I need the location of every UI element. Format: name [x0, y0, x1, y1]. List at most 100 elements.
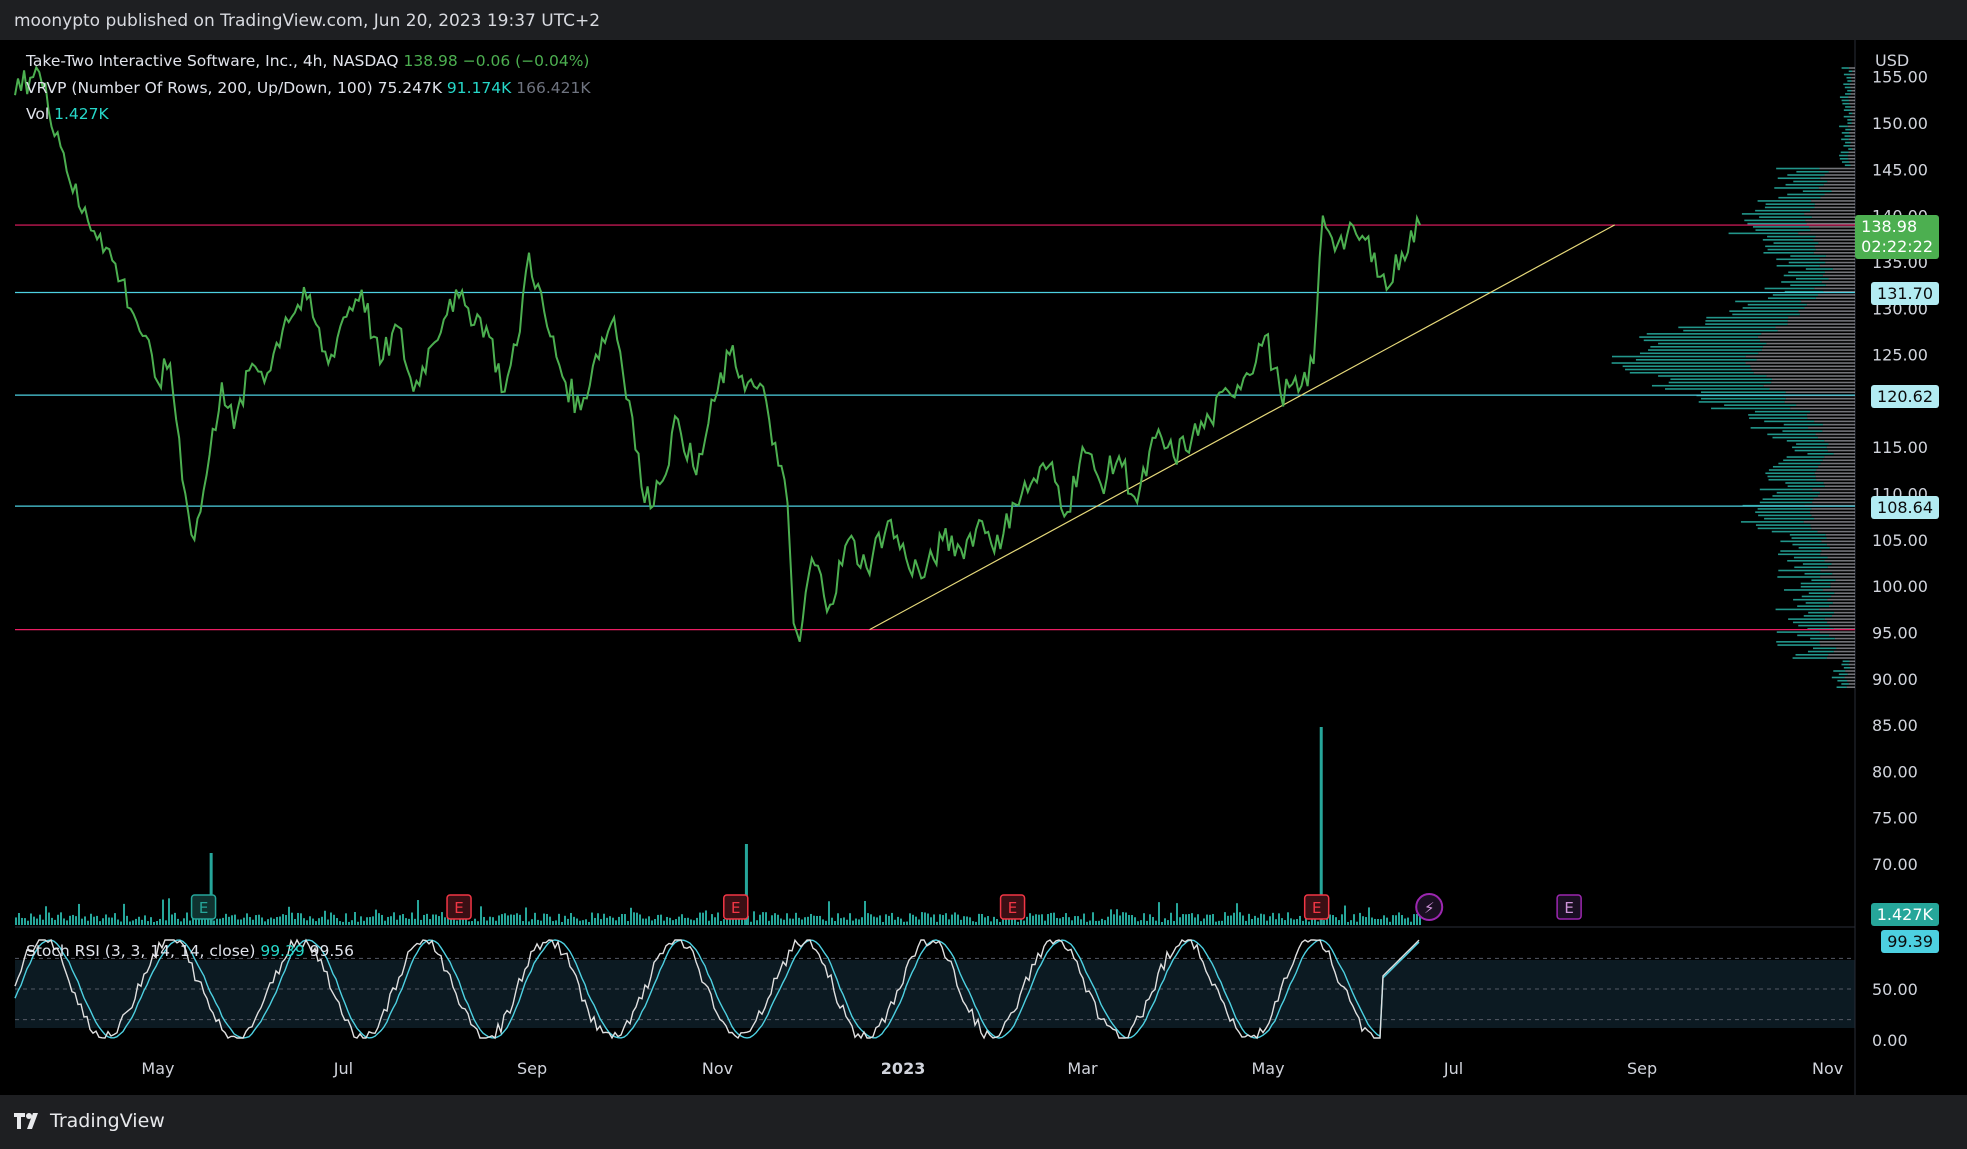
profile-bar-up [1765, 472, 1815, 475]
profile-bar-up [1767, 475, 1816, 478]
vol-label: Vol [26, 105, 50, 123]
volume-bar [816, 915, 818, 925]
profile-bar-up [1777, 644, 1821, 646]
profile-bar-down [1761, 333, 1855, 335]
profile-bar-down [1819, 264, 1855, 267]
volume-bar [159, 918, 161, 925]
profile-bar-down [1819, 631, 1855, 633]
volume-bar [228, 916, 230, 925]
profile-bar-down [1849, 161, 1855, 163]
profile-bar-up [1793, 556, 1828, 559]
profile-bar-up [1787, 559, 1825, 562]
profile-bar-up [1776, 258, 1820, 261]
profile-bar-down [1847, 154, 1855, 157]
price-change: −0.06 (−0.04%) [462, 52, 590, 70]
profile-bar-down [1825, 284, 1855, 287]
price-line [14, 65, 1422, 643]
stoch-tick-label: 0.00 [1872, 1031, 1908, 1050]
vrvp-legend[interactable]: VRVP (Number Of Rows, 200, Up/Down, 100)… [26, 79, 591, 97]
price-tick-label: 70.00 [1872, 855, 1918, 874]
profile-bar-up [1765, 245, 1815, 248]
profile-bar-up [1846, 76, 1852, 79]
profile-bar-up [1845, 106, 1851, 108]
profile-bar-down [1826, 543, 1855, 546]
volume-bar [795, 912, 797, 925]
volume-bar [798, 917, 800, 925]
volume-legend[interactable]: Vol 1.427K [26, 105, 109, 123]
profile-bar-down [1796, 404, 1855, 406]
tradingview-brand[interactable]: TradingView [14, 1110, 165, 1132]
time-tick-label: Jul [333, 1059, 353, 1078]
profile-bar-up [1839, 157, 1849, 160]
volume-bar [498, 915, 500, 925]
profile-bar-up [1795, 653, 1829, 656]
volume-bar [1233, 912, 1235, 925]
profile-bar-up [1698, 401, 1785, 403]
stoch-legend[interactable]: Stoch RSI (3, 3, 14, 14, close) 99.39 99… [26, 942, 354, 960]
profile-bar-up [1650, 346, 1763, 348]
volume-bar [876, 917, 878, 925]
profile-bar-up [1778, 553, 1821, 556]
volume-bar [1170, 912, 1172, 925]
volume-bar [576, 918, 578, 925]
profile-bar-up [1797, 634, 1830, 637]
volume-bar [1158, 902, 1160, 925]
profile-bar-up [1757, 200, 1812, 202]
volume-bar [231, 915, 233, 925]
volume-bar [1104, 920, 1106, 925]
profile-bar-down [1851, 89, 1855, 92]
volume-bar [741, 919, 743, 925]
volume-bar [648, 916, 650, 925]
profile-bar-up [1670, 378, 1772, 381]
volume-bar [804, 917, 806, 925]
profile-bar-up [1788, 261, 1826, 264]
profile-bar-up [1625, 368, 1752, 371]
profile-bar-down [1847, 673, 1855, 676]
volume-bar [111, 917, 113, 925]
volume-bar [342, 921, 344, 925]
volume-bar [621, 913, 623, 925]
volume-bar [564, 915, 566, 925]
profile-bar-down [1849, 660, 1855, 663]
volume-bar [1167, 920, 1169, 925]
volume-bar [834, 920, 836, 925]
volume-bar [738, 915, 740, 925]
profile-bar-up [1841, 99, 1849, 102]
volume-bar [978, 913, 980, 925]
volume-bar [1209, 914, 1211, 925]
volume-bar [360, 916, 362, 925]
profile-bar-down [1827, 566, 1855, 569]
profile-bar-down [1766, 375, 1855, 377]
volume-bar [687, 917, 689, 925]
volume-bar [165, 920, 167, 925]
profile-bar-up [1668, 381, 1772, 384]
currency-label[interactable]: USD [1875, 51, 1910, 70]
profile-bar-down [1850, 141, 1855, 144]
symbol-legend[interactable]: Take-Two Interactive Software, Inc., 4h,… [26, 52, 589, 70]
profile-bar-up [1794, 566, 1828, 569]
profile-bar-down [1745, 362, 1855, 364]
profile-bar-down [1811, 527, 1855, 530]
volume-bar [66, 920, 68, 925]
volume-bar [1272, 912, 1274, 925]
volume-bar [735, 919, 737, 925]
profile-bar-down [1784, 401, 1855, 403]
profile-bar-down [1753, 371, 1855, 374]
volume-bar [459, 919, 461, 925]
volume-bar [75, 916, 77, 925]
volume-bar [1200, 921, 1202, 925]
volume-bar [1413, 914, 1415, 925]
volume-bar [381, 914, 383, 925]
profile-bar-up [1847, 119, 1852, 121]
volume-bar [480, 906, 482, 925]
volume-bar [309, 916, 311, 925]
price-tick-label: 145.00 [1872, 160, 1928, 179]
profile-bar-down [1819, 608, 1855, 611]
volume-bar [639, 914, 641, 925]
profile-bar-down [1798, 310, 1855, 312]
volume-bar [705, 910, 707, 925]
profile-bar-up [1792, 543, 1827, 546]
volume-bar [942, 915, 944, 925]
volume-bar [561, 921, 563, 925]
